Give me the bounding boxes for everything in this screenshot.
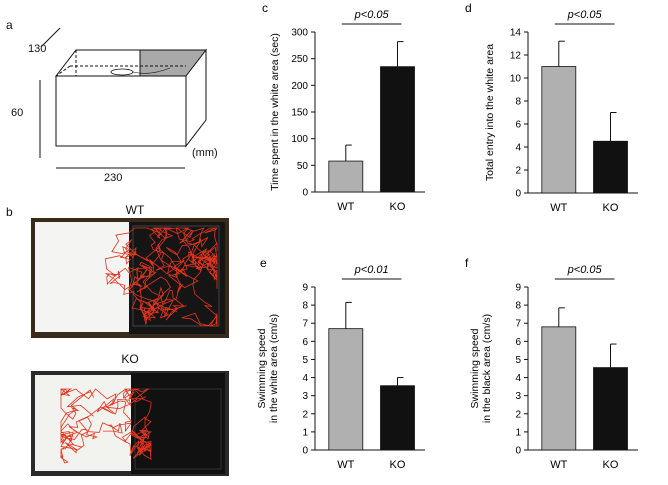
y-tick-label: 8 [302,301,308,312]
y-tick-label: 4 [302,373,308,384]
tank-front-face [55,75,187,147]
y-tick-label: 4 [515,143,521,154]
significance-label: p<0.05 [354,9,390,21]
category-label: KO [390,459,406,471]
bar-wt [541,66,577,194]
bar-ko [593,367,628,451]
y-tick-label: 7 [515,319,521,330]
y-tick-label: 100 [291,134,308,145]
y-tick-label: 2 [515,166,521,177]
white-area [35,375,131,471]
bar-wt [328,160,364,193]
y-tick-label: 150 [291,108,308,119]
y-tick-label: 300 [291,28,308,39]
category-label: KO [603,459,619,471]
track-photo-wt [31,218,229,338]
swim-track-ko [60,388,153,464]
swim-track-wt [104,226,219,327]
y-axis-label: Swimming speed [469,328,481,408]
unit-label: (mm) [192,147,218,159]
y-tick-label: 2 [302,409,308,420]
category-label: WT [337,459,354,471]
chart-c: c 0 50 100 150 200 250 300 Time spent in the whi… [262,1,425,213]
height-label: 60 [11,107,24,119]
y-axis-label: Total entry into the white area [484,44,496,181]
category-label: WT [550,459,567,471]
panel-letter-a: a [6,18,13,32]
y-axis-label: Time spent in the white area (sec) [269,33,281,191]
y-axis-label: in the black area (cm/s) [481,314,493,423]
y-tick-label: 10 [510,74,522,85]
bar-ko [380,385,415,451]
y-tick-label: 9 [302,283,308,294]
y-tick-label: 0 [302,188,308,199]
y-axis-label: Swimming speed [256,328,268,408]
y-tick-label: 6 [515,120,521,131]
y-tick-label: 9 [515,283,521,294]
significance-label: p<0.05 [567,9,603,21]
category-label: KO [390,201,406,213]
y-tick-label: 7 [302,319,308,330]
y-tick-label: 3 [302,391,308,402]
panel-letter-c: c [262,1,268,15]
bar-ko [380,66,415,193]
bar-wt [541,326,577,451]
depth-dimension-line [40,28,61,48]
y-tick-label: 6 [302,337,308,348]
panel-letter-b: b [6,205,13,219]
significance-label: p<0.05 [567,264,603,276]
y-tick-label: 0 [515,446,521,457]
depth-label: 130 [28,43,47,55]
y-tick-label: 14 [510,28,522,39]
tank-diagram [39,28,208,169]
y-tick-label: 200 [291,81,308,92]
bar-wt [328,328,364,451]
y-tick-label: 0 [302,446,308,457]
bar-ko [593,140,628,194]
chart-d: d 0 2 4 6 8 10 12 14 Total entry into the white a… [465,1,638,214]
y-tick-label: 8 [515,301,521,312]
y-tick-label: 6 [515,337,521,348]
photo-label-ko: KO [121,352,139,366]
y-tick-label: 1 [515,427,521,438]
y-axis-label: in the white area (cm/s) [268,314,280,423]
y-tick-label: 50 [297,161,309,172]
y-tick-label: 2 [515,409,521,420]
panel-letter-e: e [260,256,267,270]
y-tick-label: 8 [515,97,521,108]
y-tick-label: 12 [510,51,522,62]
chart-e: e 0 1 2 3 4 5 6 7 8 9 Swimming speed in the white ar… [256,256,425,471]
y-tick-label: 5 [302,355,308,366]
category-label: KO [603,202,619,214]
tank-side-face [185,48,207,148]
track-photo-ko [31,371,229,476]
category-label: WT [337,201,354,213]
panel-letter-f: f [465,256,469,270]
y-tick-label: 4 [515,373,521,384]
y-tick-label: 250 [291,54,308,65]
panel-letter-d: d [465,1,472,15]
photo-label-wt: WT [125,203,145,217]
significance-label: p<0.01 [354,264,389,276]
category-label: WT [550,202,567,214]
width-label: 230 [104,172,123,184]
y-tick-label: 3 [515,391,521,402]
chart-f: f 0 1 2 3 4 5 6 7 8 9 Swimming speed in the black ar… [465,256,638,471]
y-tick-label: 5 [515,355,521,366]
y-tick-label: 1 [302,427,308,438]
white-area [35,222,131,332]
y-tick-label: 0 [515,189,521,200]
